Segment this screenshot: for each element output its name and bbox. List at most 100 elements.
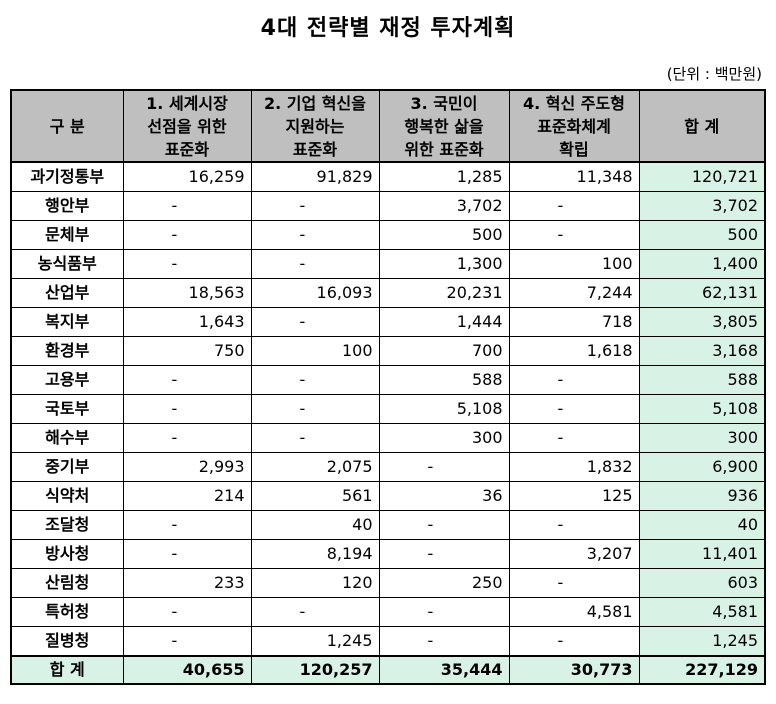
table-row: 행안부 - -3,702-3,702 [10, 191, 766, 221]
cell-value: - [508, 510, 640, 540]
cell-value: - [378, 452, 510, 482]
header-strategy-3: 3. 국민이 행복한 삶을 위한 표준화 [378, 89, 510, 163]
row-total: 40 [638, 510, 766, 540]
cell-value: 500 [378, 220, 510, 250]
cell-value: 4,581 [508, 597, 640, 627]
table-row: 특허청 - - -4,581 4,581 [10, 597, 766, 627]
org-name: 질병청 [10, 626, 124, 657]
header-strategy-4: 4. 혁신 주도형 표준화체계 확립 [508, 89, 640, 163]
cell-value: - [378, 510, 510, 540]
cell-value: 5,108 [378, 394, 510, 424]
org-name: 조달청 [10, 510, 124, 540]
cell-value: - [508, 365, 640, 395]
header-line: 2. 기업 혁신을 [264, 93, 366, 113]
page-title: 4대 전략별 재정 투자계획 [260, 16, 516, 41]
cell-value: - [378, 626, 510, 657]
org-name: 특허청 [10, 597, 124, 627]
footer-label: 합 계 [10, 655, 124, 685]
cell-value: 2,075 [250, 452, 380, 482]
org-name: 농식품부 [10, 249, 124, 279]
cell-value: 3,702 [378, 191, 510, 221]
cell-value: 233 [122, 568, 252, 598]
cell-value: 16,093 [250, 278, 380, 308]
cell-value: 16,259 [122, 161, 252, 192]
org-name: 산림청 [10, 568, 124, 598]
header-line: 지원하는 [285, 116, 345, 136]
cell-value: - [508, 423, 640, 453]
header-line: 4. 혁신 주도형 [523, 93, 625, 113]
row-total: 936 [638, 481, 766, 511]
cell-value: 91,829 [250, 161, 380, 192]
org-name: 환경부 [10, 336, 124, 366]
cell-value: - [508, 394, 640, 424]
row-total: 62,131 [638, 278, 766, 308]
cell-value: - [250, 191, 380, 221]
header-strategy-2: 2. 기업 혁신을 지원하는 표준화 [250, 89, 380, 163]
cell-value: - [508, 220, 640, 250]
cell-value: - [508, 568, 640, 598]
header-line: 표준화 [292, 139, 338, 159]
cell-value: - [508, 191, 640, 221]
cell-value: - [122, 597, 252, 627]
cell-value: 561 [250, 481, 380, 511]
header-strategy-1: 1. 세계시장 선점을 위한 표준화 [122, 89, 252, 163]
table-row: 복지부 1,643-1,444 718 3,805 [10, 307, 766, 337]
cell-value: - [122, 423, 252, 453]
table-row: 식약처 214 561 36 125 936 [10, 481, 766, 511]
cell-value: 125 [508, 481, 640, 511]
footer-value: 35,444 [378, 655, 510, 685]
row-total: 120,721 [638, 161, 766, 192]
unit-note: (단위 : 백만원) [666, 65, 762, 83]
org-name: 행안부 [10, 191, 124, 221]
cell-value: - [250, 249, 380, 279]
table-row: 산업부 18,563 16,093 20,231 7,244 62,131 [10, 278, 766, 308]
cell-value: 718 [508, 307, 640, 337]
table-body: 과기정통부 16,259 91,829 1,285 11,348 120,721 행안부 - -… [10, 161, 766, 657]
table-row: 해수부 - -300-300 [10, 423, 766, 453]
header-row: 구 분 1. 세계시장 선점을 위한 표준화 2. 기업 혁신을 지원하는 표준… [10, 89, 766, 163]
cell-value: 2,993 [122, 452, 252, 482]
cell-value: 20,231 [378, 278, 510, 308]
org-name: 과기정통부 [10, 161, 124, 192]
cell-value: - [250, 597, 380, 627]
footer-row: 합 계 40,655 120,257 35,444 30,773 227,129 [10, 655, 766, 685]
cell-value: 750 [122, 336, 252, 366]
org-name: 중기부 [10, 452, 124, 482]
header-line: 행복한 삶을 [404, 116, 484, 136]
cell-value: 18,563 [122, 278, 252, 308]
cell-value: - [378, 597, 510, 627]
row-total: 1,245 [638, 626, 766, 657]
cell-value: - [122, 539, 252, 569]
cell-value: - [122, 510, 252, 540]
cell-value: 3,207 [508, 539, 640, 569]
row-total: 500 [638, 220, 766, 250]
cell-value: 1,285 [378, 161, 510, 192]
cell-value: 8,194 [250, 539, 380, 569]
cell-value: - [250, 307, 380, 337]
cell-value: 250 [378, 568, 510, 598]
investment-table: 구 분 1. 세계시장 선점을 위한 표준화 2. 기업 혁신을 지원하는 표준… [10, 89, 766, 685]
org-name: 산업부 [10, 278, 124, 308]
cell-value: 588 [378, 365, 510, 395]
cell-value: 36 [378, 481, 510, 511]
row-total: 3,805 [638, 307, 766, 337]
table-row: 산림청 233 120 250-603 [10, 568, 766, 598]
cell-value: 1,300 [378, 249, 510, 279]
header-line: 위한 표준화 [404, 139, 484, 159]
table-row: 문체부 - -500-500 [10, 220, 766, 250]
header-line: 선점을 위한 [147, 116, 227, 136]
cell-value: 1,245 [250, 626, 380, 657]
header-line: 표준화 [164, 139, 210, 159]
footer-value: 40,655 [122, 655, 252, 685]
cell-value: 100 [508, 249, 640, 279]
org-name: 고용부 [10, 365, 124, 395]
cell-value: - [122, 191, 252, 221]
row-total: 1,400 [638, 249, 766, 279]
cell-value: 7,244 [508, 278, 640, 308]
header-total: 합 계 [638, 89, 766, 163]
cell-value: - [122, 220, 252, 250]
org-name: 방사청 [10, 539, 124, 569]
cell-value: - [250, 423, 380, 453]
row-total: 5,108 [638, 394, 766, 424]
org-name: 문체부 [10, 220, 124, 250]
